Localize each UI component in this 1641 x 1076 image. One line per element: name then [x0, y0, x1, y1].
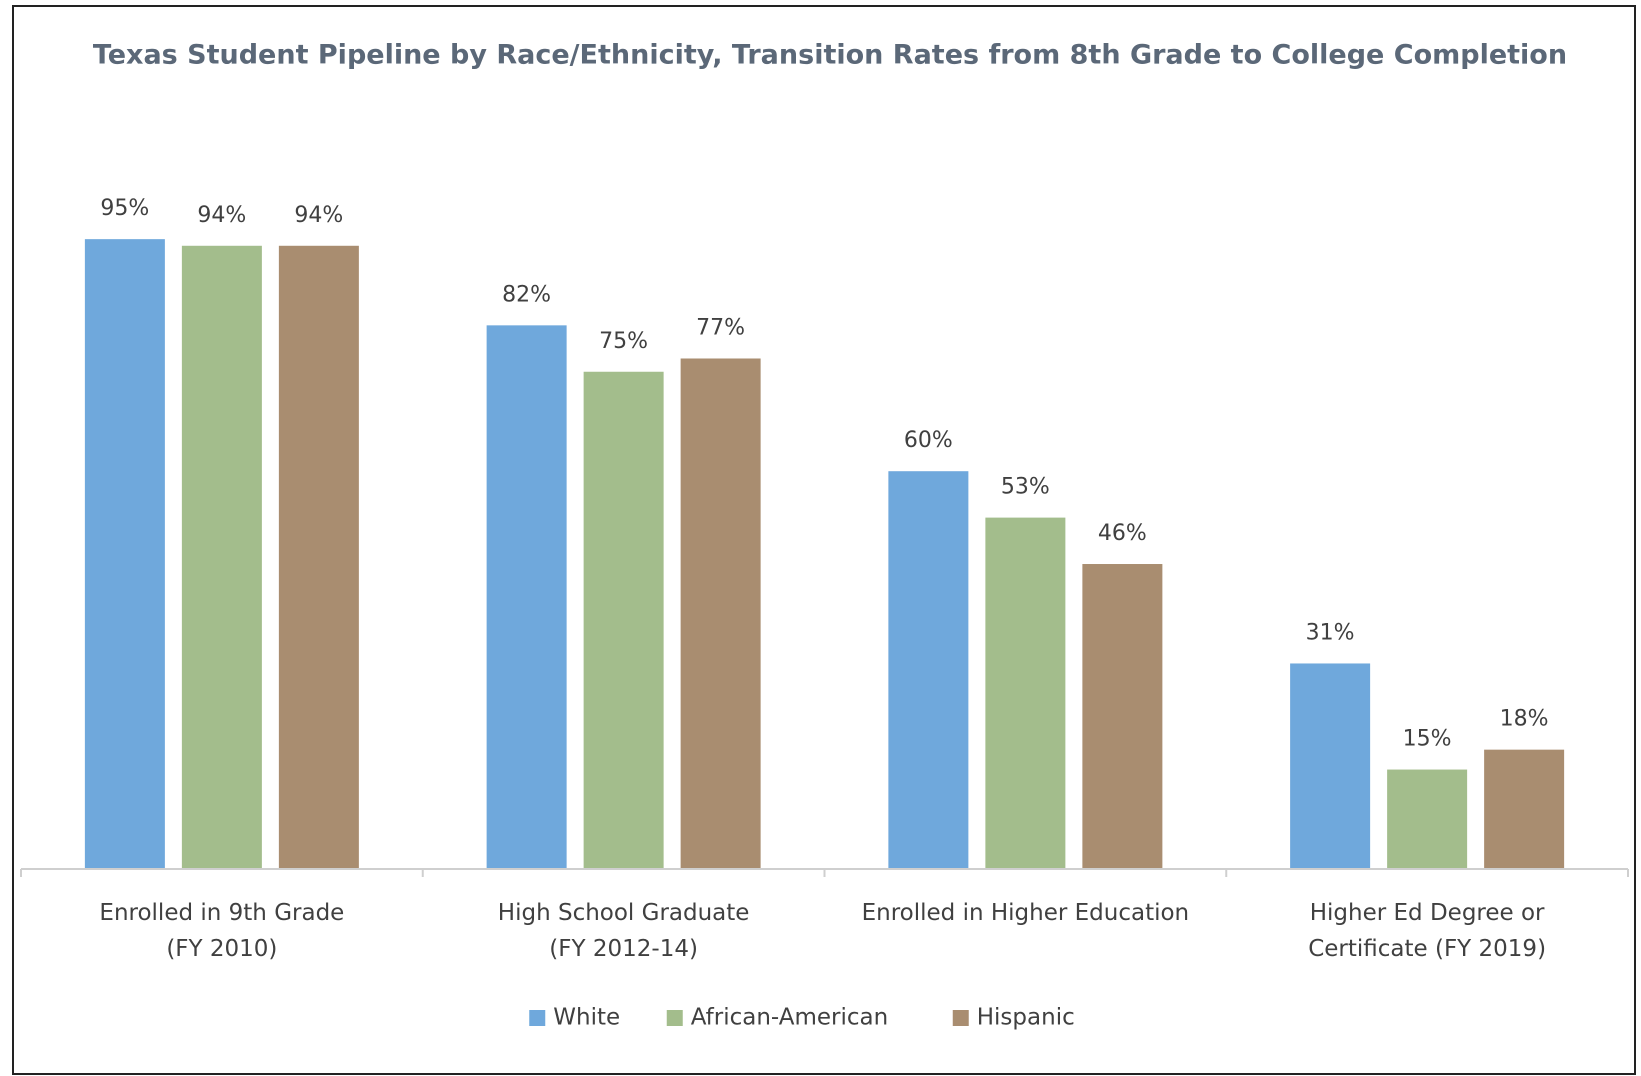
value-label: 95% — [100, 196, 149, 221]
legend-swatch — [666, 1010, 683, 1026]
chart-border — [12, 5, 1636, 1075]
bar — [84, 239, 165, 869]
value-label: 77% — [696, 315, 745, 340]
value-label: 82% — [502, 282, 551, 307]
chart-title: Texas Student Pipeline by Race/Ethnicity… — [93, 40, 1567, 71]
value-label: 53% — [1001, 475, 1050, 500]
x-tick-label: Enrolled in 9th Grade (FY 2010) — [99, 900, 344, 962]
value-label: 15% — [1403, 727, 1452, 752]
bar — [181, 245, 262, 869]
x-tick-label-line: Certificate (FY 2019) — [1308, 936, 1546, 962]
bar — [1484, 749, 1565, 869]
x-tick-label: High School Graduate (FY 2012-14) — [498, 900, 750, 962]
bar — [985, 517, 1066, 869]
value-label: 94% — [197, 203, 246, 228]
legend-label: White — [553, 1005, 620, 1031]
x-tick-label-line: (FY 2010) — [166, 936, 277, 962]
legend-label: African-American — [691, 1005, 888, 1031]
x-tick-label: Enrolled in Higher Education — [862, 900, 1190, 926]
legend-swatch — [529, 1010, 546, 1026]
x-tick-label: Higher Ed Degree or Certificate (FY 2019) — [1308, 900, 1546, 962]
legend-swatch — [952, 1010, 969, 1026]
x-tick-label-line: Enrolled in 9th Grade — [99, 900, 344, 926]
value-label: 18% — [1500, 707, 1549, 732]
value-label: 94% — [294, 203, 343, 228]
value-label: 46% — [1098, 521, 1147, 546]
x-tick-label-line: Enrolled in Higher Education — [862, 900, 1190, 926]
bar — [486, 325, 567, 870]
bar — [888, 471, 969, 869]
bar — [680, 358, 761, 869]
x-tick-label-line: (FY 2012-14) — [549, 936, 698, 962]
legend-label: Hispanic — [977, 1005, 1075, 1031]
bar — [278, 245, 359, 869]
x-tick-label-line: High School Graduate — [498, 900, 750, 926]
value-label: 31% — [1306, 620, 1355, 645]
value-label: 60% — [904, 428, 953, 453]
bar — [583, 371, 664, 869]
bar — [1290, 663, 1371, 869]
value-label: 75% — [599, 329, 648, 354]
bar — [1082, 564, 1163, 869]
x-tick-label-line: Higher Ed Degree or — [1310, 900, 1545, 926]
bar — [1387, 769, 1468, 869]
